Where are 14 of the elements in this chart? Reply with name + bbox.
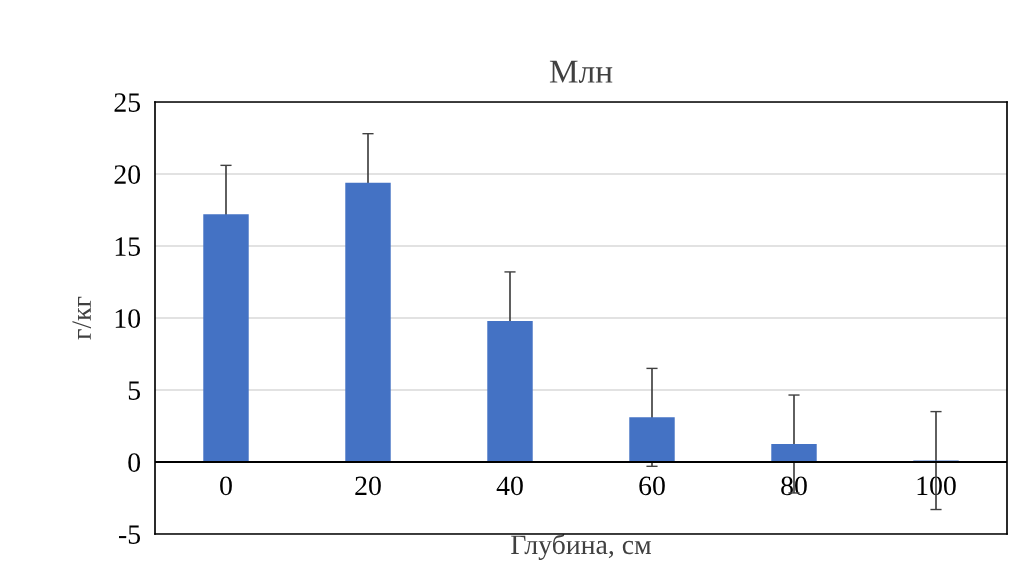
x-tick-label: 40: [496, 476, 523, 496]
y-tick-label: 5: [128, 381, 141, 400]
x-axis-title: Глубина, см: [511, 534, 652, 560]
y-tick-label: -5: [119, 525, 141, 544]
y-tick-label: 25: [114, 93, 141, 112]
x-tick-label: 0: [220, 476, 232, 496]
x-tick-label: 60: [639, 476, 665, 496]
y-tick-label: 0: [128, 453, 141, 472]
y-tick-label: 15: [115, 237, 141, 256]
y-tick-label: 10: [115, 309, 141, 328]
y-tick-label: 20: [114, 165, 141, 184]
x-tick-label: 20: [355, 476, 381, 496]
y-axis-title: г/кг: [72, 296, 92, 340]
chart-title: Млн: [549, 60, 613, 83]
